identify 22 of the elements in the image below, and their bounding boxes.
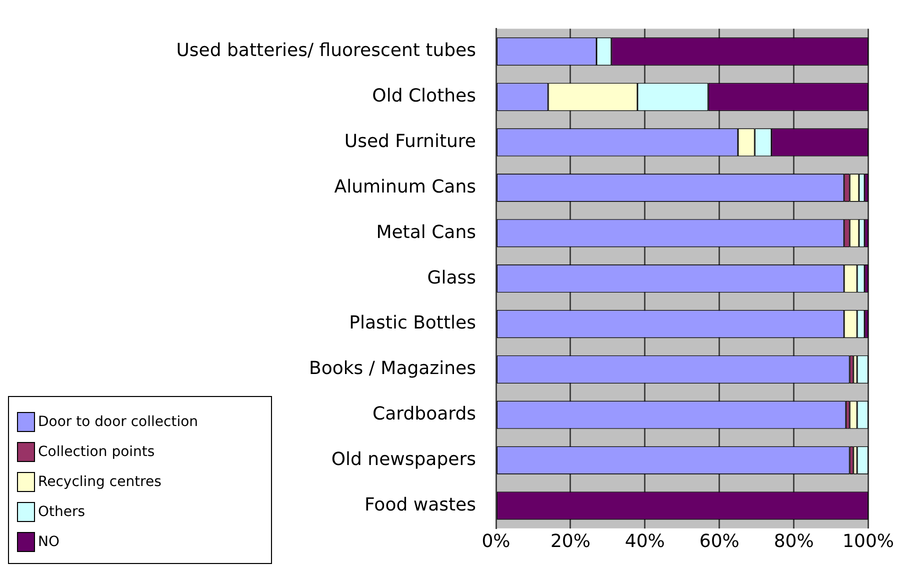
y-tick-label: Cardboards	[372, 404, 476, 425]
y-tick-label: Used batteries/ fluorescent tubes	[176, 40, 476, 62]
x-tick-label: 40%	[624, 530, 665, 552]
y-tick-label: Used Furniture	[344, 131, 476, 152]
y-tick-label: Food wastes	[364, 494, 476, 516]
legend-label: Collection points	[38, 444, 155, 460]
legend-label: NO	[38, 534, 60, 550]
y-tick-label: Old Clothes	[372, 86, 476, 107]
x-tick-label: 80%	[774, 530, 814, 552]
legend-label: Others	[38, 504, 86, 520]
y-tick-label: Books / Magazines	[308, 358, 476, 380]
y-tick-label: Aluminum Cans	[334, 176, 476, 198]
legend-label: Recycling centres	[38, 474, 162, 490]
x-tick-label: 100%	[842, 530, 894, 552]
x-tick-label: 60%	[699, 530, 740, 552]
legend-label: Door to door collection	[38, 414, 198, 430]
x-tick-label: 20%	[550, 530, 590, 552]
y-tick-label: Metal Cans	[376, 222, 476, 243]
y-tick-label: Glass	[427, 267, 476, 288]
y-tick-label: Old newspapers	[331, 448, 476, 470]
x-tick-label: 0%	[482, 530, 510, 552]
y-tick-label: Plastic Bottles	[349, 312, 476, 334]
